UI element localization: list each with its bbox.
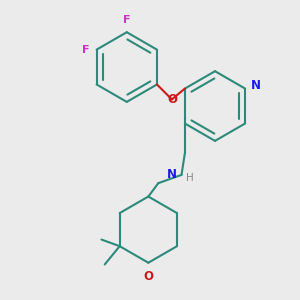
Text: F: F — [123, 15, 130, 25]
Text: H: H — [185, 172, 193, 182]
Text: O: O — [167, 93, 177, 106]
Text: N: N — [167, 168, 176, 182]
Text: N: N — [251, 79, 261, 92]
Text: O: O — [143, 270, 153, 283]
Text: F: F — [82, 45, 89, 55]
